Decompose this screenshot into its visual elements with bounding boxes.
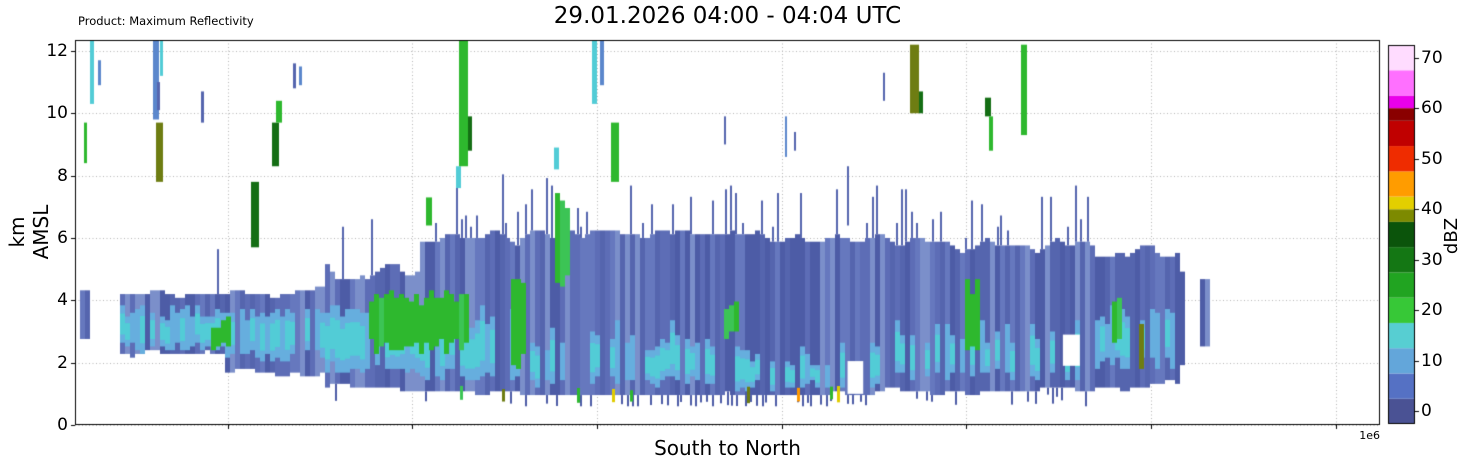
product-label: Product: Maximum Reflectivity [78,14,254,28]
colorbar-tick-label: 40 [1421,199,1443,220]
y-axis-label: km AMSL [5,204,53,260]
colorbar-tick-label: 30 [1421,249,1443,270]
x-axis-label: South to North [654,436,801,460]
y-tick-label: 2 [57,352,68,373]
colorbar-tick-label: 70 [1421,47,1443,68]
colorbar-tick-label: 60 [1421,98,1443,119]
colorbar-tick-label: 0 [1421,401,1432,422]
y-tick-label: 4 [57,290,68,311]
y-tick-label: 12 [46,40,68,61]
chart-title: 29.01.2026 04:00 - 04:04 UTC [553,3,902,29]
y-tick-label: 6 [57,227,68,248]
x-axis-offset-label: 1e6 [1359,429,1380,442]
colorbar-tick-label: 50 [1421,148,1443,169]
colorbar-tick-label: 10 [1421,350,1443,371]
colorbar-tick-label: 20 [1421,300,1443,321]
y-tick-label: 0 [57,415,68,435]
y-tick-label: 8 [57,165,68,186]
y-tick-label: 10 [46,103,68,124]
